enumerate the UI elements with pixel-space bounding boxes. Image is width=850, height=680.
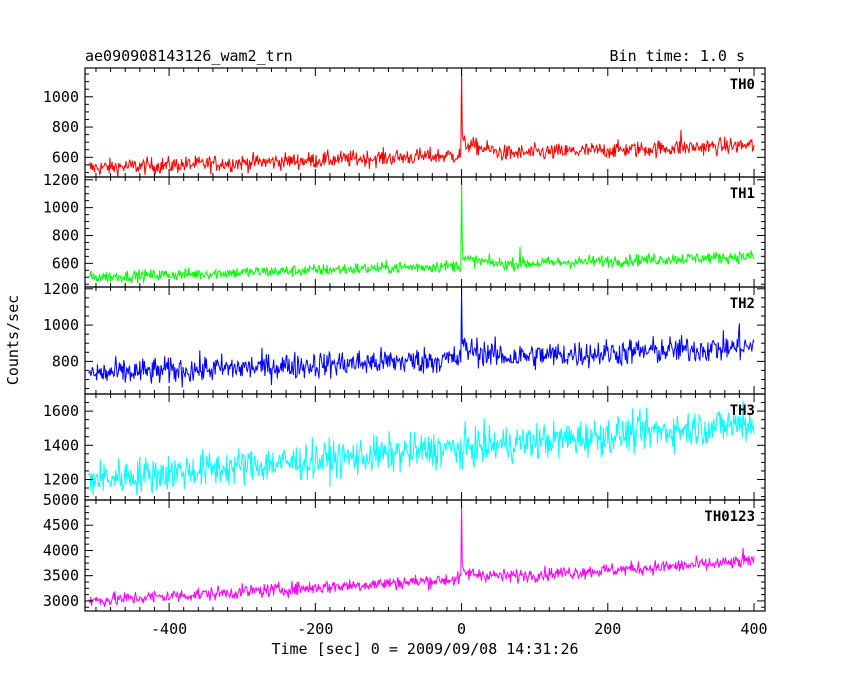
x-axis-label: Time [sec] 0 = 2009/09/08 14:31:26 bbox=[271, 640, 578, 658]
y-tick-label: 4500 bbox=[43, 516, 79, 534]
panel-th0123: 3000 3500 4000 4500 5000 TH0123 bbox=[43, 491, 766, 612]
y-tick-label: 1400 bbox=[43, 436, 79, 454]
y-tick-label: 1000 bbox=[43, 199, 79, 217]
series-th0-line bbox=[88, 69, 755, 178]
panel-frame bbox=[84, 499, 766, 612]
series-th1-line bbox=[88, 178, 755, 284]
panel-frame bbox=[84, 67, 766, 178]
x-tick-label: -400 bbox=[151, 620, 187, 638]
chart-title: ae090908143126_wam2_trn bbox=[85, 47, 293, 65]
panel-label-th1: TH1 bbox=[730, 186, 755, 202]
y-tick-label: 1200 bbox=[43, 280, 79, 298]
x-tick-label: 0 bbox=[457, 620, 466, 638]
panel-frame bbox=[84, 176, 766, 288]
y-tick-label: 600 bbox=[52, 254, 79, 272]
y-tick-label: 800 bbox=[52, 352, 79, 370]
y-tick-label: 1000 bbox=[43, 316, 79, 334]
bin-time-label: Bin time: 1.0 s bbox=[610, 47, 745, 65]
panel-label-th2: TH2 bbox=[730, 296, 755, 312]
panel-label-th0123: TH0123 bbox=[704, 509, 755, 525]
y-tick-label: 800 bbox=[52, 226, 79, 244]
series-th3-line bbox=[88, 400, 755, 496]
y-tick-label: 4000 bbox=[43, 541, 79, 559]
y-tick-label: 800 bbox=[52, 118, 79, 136]
x-tick-label: 400 bbox=[740, 620, 767, 638]
y-tick-label: 5000 bbox=[43, 491, 79, 509]
x-tick-label: 200 bbox=[594, 620, 621, 638]
x-tick-label: -200 bbox=[297, 620, 333, 638]
y-tick-label: 1600 bbox=[43, 402, 79, 420]
panel-th3: 1200 1400 1600 TH3 bbox=[43, 393, 766, 501]
panels: 600 800 1000 TH0 600 800 1000 1200 TH1 800 1000 120… bbox=[43, 67, 766, 612]
series-th2-line bbox=[88, 288, 755, 388]
panel-label-th0: TH0 bbox=[730, 77, 755, 93]
panel-th0: 600 800 1000 TH0 bbox=[43, 67, 766, 178]
y-tick-label: 3500 bbox=[43, 567, 79, 585]
y-tick-label: 1200 bbox=[43, 470, 79, 488]
x-tick-labels: -400 -200 0 200 400 bbox=[151, 620, 768, 638]
panel-th2: 800 1000 1200 TH2 bbox=[43, 280, 766, 395]
y-tick-label: 3000 bbox=[43, 592, 79, 610]
panel-label-th3: TH3 bbox=[730, 403, 755, 419]
y-tick-label: 1200 bbox=[43, 171, 79, 189]
panel-frame bbox=[84, 286, 766, 395]
y-tick-label: 1000 bbox=[43, 88, 79, 106]
y-tick-label: 600 bbox=[52, 148, 79, 166]
panel-th1: 600 800 1000 1200 TH1 bbox=[43, 171, 766, 288]
series-th0123-line bbox=[88, 501, 755, 607]
y-axis-label: Counts/sec bbox=[4, 295, 22, 385]
